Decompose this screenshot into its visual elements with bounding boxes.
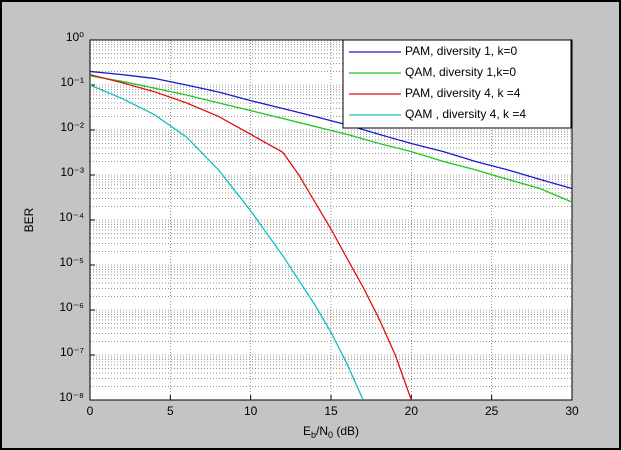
y-tick-label: 10⁻¹ (60, 75, 84, 89)
y-tick-label: 10⁻⁴ (59, 210, 84, 224)
y-axis-label: BER (22, 207, 36, 232)
x-tick-label: 25 (485, 404, 499, 418)
y-tick-label: 10⁰ (66, 30, 84, 44)
x-tick-label: 0 (87, 404, 94, 418)
x-tick-label: 15 (324, 404, 338, 418)
legend-label: PAM, diversity 4, k =4 (405, 86, 521, 100)
series-line (90, 84, 364, 400)
series-line (90, 75, 572, 203)
y-tick-label: 10⁻⁶ (59, 300, 84, 314)
series-group (90, 70, 572, 400)
legend-box (342, 39, 572, 129)
x-tick-label: 5 (167, 404, 174, 418)
legend-label: QAM, diversity 1,k=0 (405, 65, 516, 79)
y-tick-label: 10⁻³ (60, 165, 84, 179)
x-tick-label: 10 (244, 404, 258, 418)
series-line (90, 73, 412, 400)
x-tick-label: 30 (565, 404, 579, 418)
axes-box (89, 39, 573, 401)
x-axis-label: Eb/N0 (dB) (303, 424, 359, 440)
legend-label: PAM, diversity 1, k=0 (405, 44, 517, 58)
y-tick-label: 10⁻² (60, 120, 84, 134)
x-tick-label: 20 (405, 404, 419, 418)
series-line (90, 70, 572, 190)
y-tick-label: 10⁻⁵ (59, 255, 84, 269)
y-tick-label: 10⁻⁸ (59, 390, 84, 404)
y-tick-label: 10⁻⁷ (60, 345, 84, 359)
legend-label: QAM , diversity 4, k =4 (405, 107, 526, 121)
